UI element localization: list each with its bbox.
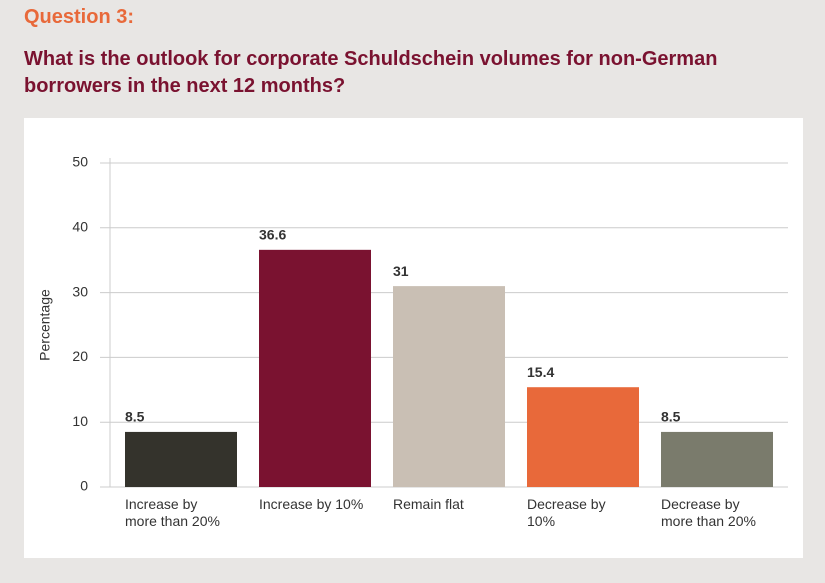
bar — [125, 431, 237, 487]
y-tick-label: 10 — [72, 413, 88, 429]
value-label: 15.4 — [527, 364, 554, 380]
y-tick-label: 20 — [72, 348, 88, 364]
x-tick-label: Remain flat — [393, 496, 464, 512]
x-tick-label: Decrease by 10% — [527, 496, 606, 529]
x-tick-label: Increase by 10% — [259, 496, 364, 512]
y-tick-label: 0 — [80, 478, 88, 494]
y-tick-label: 40 — [72, 219, 88, 235]
y-tick-label: 50 — [72, 154, 88, 170]
bar — [527, 387, 639, 487]
question-number: Question 3: — [24, 6, 135, 28]
y-axis-label: Percentage — [37, 289, 53, 361]
bar — [259, 249, 371, 487]
y-tick-label: 30 — [72, 283, 88, 299]
x-tick-label: Decrease by more than 20% — [661, 496, 756, 529]
value-label: 31 — [393, 263, 409, 279]
question-title: What is the outlook for corporate Schuld… — [24, 48, 718, 97]
x-tick-label: Increase by more than 20% — [125, 496, 220, 529]
bar — [393, 286, 505, 487]
value-label: 36.6 — [259, 227, 286, 243]
value-label: 8.5 — [661, 409, 681, 425]
bar — [661, 431, 773, 487]
value-label: 8.5 — [125, 409, 145, 425]
